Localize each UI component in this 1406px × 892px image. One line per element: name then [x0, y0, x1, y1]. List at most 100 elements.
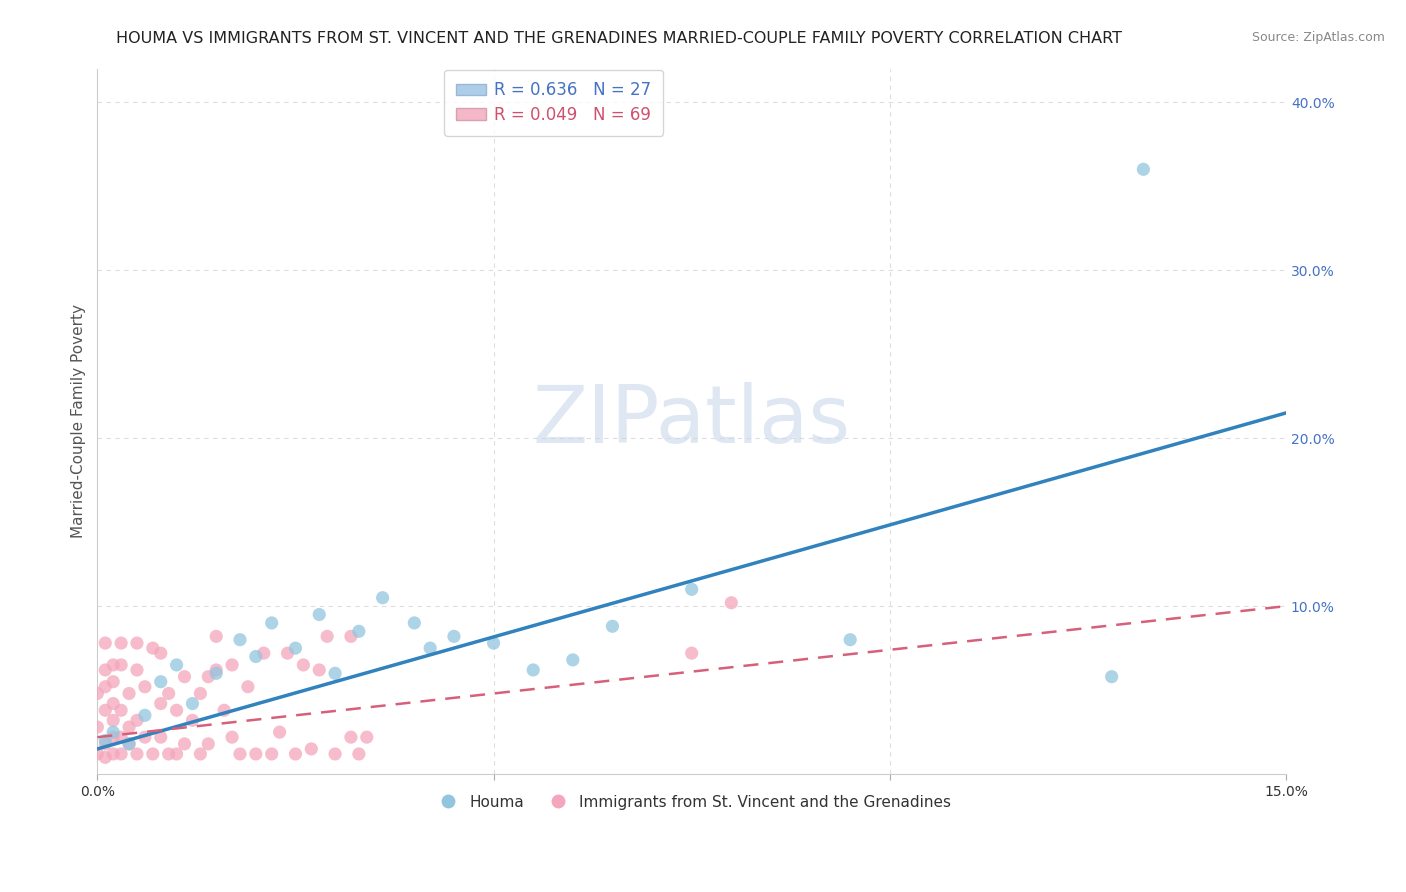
- Text: ZIPatlas: ZIPatlas: [533, 383, 851, 460]
- Point: [157, 747, 180, 761]
- Point: [197, 670, 219, 684]
- Point: [602, 619, 624, 633]
- Point: [103, 657, 125, 672]
- Point: [125, 714, 148, 728]
- Point: [190, 686, 212, 700]
- Point: [173, 737, 195, 751]
- Legend: Houma, Immigrants from St. Vincent and the Grenadines: Houma, Immigrants from St. Vincent and t…: [426, 789, 957, 816]
- Point: [103, 697, 125, 711]
- Point: [221, 657, 243, 672]
- Text: HOUMA VS IMMIGRANTS FROM ST. VINCENT AND THE GRENADINES MARRIED-COUPLE FAMILY PO: HOUMA VS IMMIGRANTS FROM ST. VINCENT AND…: [115, 31, 1122, 46]
- Point: [839, 632, 862, 647]
- Point: [181, 714, 204, 728]
- Point: [205, 666, 228, 681]
- Point: [94, 703, 117, 717]
- Point: [190, 747, 212, 761]
- Point: [103, 747, 125, 761]
- Point: [323, 747, 346, 761]
- Point: [356, 730, 378, 744]
- Point: [260, 747, 283, 761]
- Point: [94, 737, 117, 751]
- Point: [221, 730, 243, 744]
- Point: [157, 686, 180, 700]
- Point: [149, 646, 172, 660]
- Point: [110, 703, 132, 717]
- Point: [118, 686, 141, 700]
- Point: [212, 703, 235, 717]
- Point: [316, 629, 339, 643]
- Text: Source: ZipAtlas.com: Source: ZipAtlas.com: [1251, 31, 1385, 45]
- Point: [482, 636, 505, 650]
- Point: [94, 636, 117, 650]
- Point: [86, 747, 108, 761]
- Point: [166, 703, 188, 717]
- Point: [308, 607, 330, 622]
- Point: [681, 646, 703, 660]
- Point: [125, 636, 148, 650]
- Point: [94, 680, 117, 694]
- Point: [443, 629, 465, 643]
- Point: [371, 591, 394, 605]
- Point: [1132, 162, 1154, 177]
- Point: [340, 629, 363, 643]
- Point: [197, 737, 219, 751]
- Point: [253, 646, 276, 660]
- Point: [236, 680, 259, 694]
- Point: [292, 657, 315, 672]
- Y-axis label: Married-Couple Family Poverty: Married-Couple Family Poverty: [72, 304, 86, 538]
- Point: [181, 697, 204, 711]
- Point: [149, 697, 172, 711]
- Point: [284, 641, 307, 656]
- Point: [260, 615, 283, 630]
- Point: [561, 653, 583, 667]
- Point: [110, 747, 132, 761]
- Point: [134, 680, 156, 694]
- Point: [125, 663, 148, 677]
- Point: [245, 649, 267, 664]
- Point: [284, 747, 307, 761]
- Point: [299, 742, 322, 756]
- Point: [118, 737, 141, 751]
- Point: [103, 730, 125, 744]
- Point: [419, 641, 441, 656]
- Point: [347, 624, 370, 639]
- Point: [94, 750, 117, 764]
- Point: [404, 615, 426, 630]
- Point: [110, 657, 132, 672]
- Point: [110, 636, 132, 650]
- Point: [86, 720, 108, 734]
- Point: [125, 747, 148, 761]
- Point: [522, 663, 544, 677]
- Point: [149, 730, 172, 744]
- Point: [308, 663, 330, 677]
- Point: [118, 737, 141, 751]
- Point: [86, 686, 108, 700]
- Point: [340, 730, 363, 744]
- Point: [149, 674, 172, 689]
- Point: [103, 674, 125, 689]
- Point: [118, 720, 141, 734]
- Point: [277, 646, 299, 660]
- Point: [681, 582, 703, 597]
- Point: [1101, 670, 1123, 684]
- Point: [166, 657, 188, 672]
- Point: [110, 730, 132, 744]
- Point: [269, 725, 291, 739]
- Point: [205, 663, 228, 677]
- Point: [134, 708, 156, 723]
- Point: [142, 747, 165, 761]
- Point: [142, 641, 165, 656]
- Point: [720, 596, 742, 610]
- Point: [103, 714, 125, 728]
- Point: [94, 663, 117, 677]
- Point: [323, 666, 346, 681]
- Point: [347, 747, 370, 761]
- Point: [103, 725, 125, 739]
- Point: [173, 670, 195, 684]
- Point: [205, 629, 228, 643]
- Point: [229, 632, 252, 647]
- Point: [245, 747, 267, 761]
- Point: [229, 747, 252, 761]
- Point: [166, 747, 188, 761]
- Point: [134, 730, 156, 744]
